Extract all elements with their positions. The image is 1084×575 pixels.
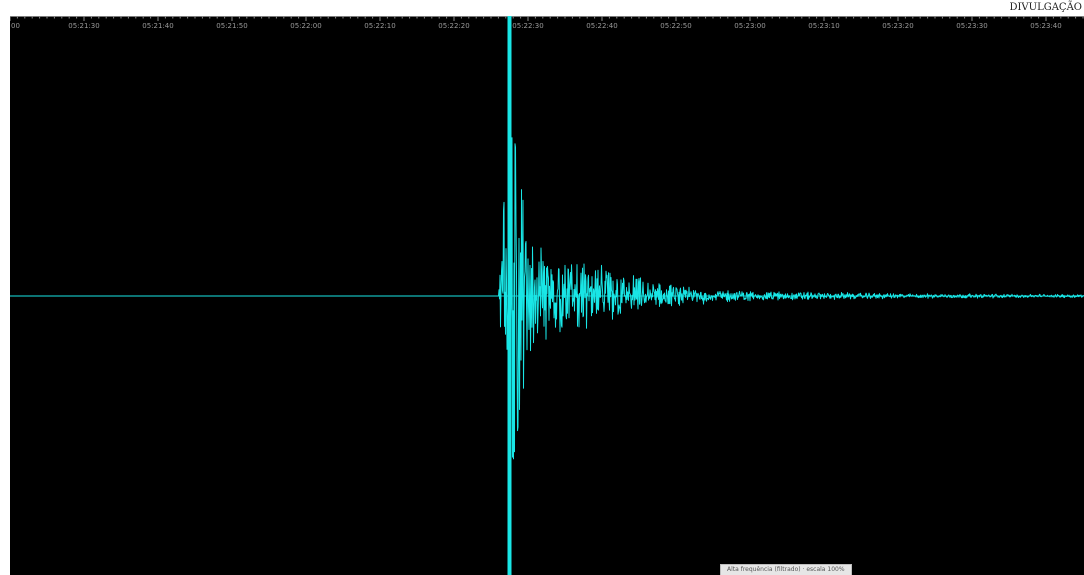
tick-label: 05:22:20 [438,22,469,30]
seismogram-plot: 00 05:21:30 05:21:40 05:21:50 05:22:00 05:22:… [10,16,1084,575]
tick-label: 05:23:00 [734,22,765,30]
tick-label: 05:23:30 [956,22,987,30]
major-ticks [10,16,1047,21]
status-bar: Alta frequência (filtrado) · escala 100% [720,564,852,575]
tick-label: 05:22:10 [364,22,395,30]
tick-label: 05:23:40 [1030,22,1061,30]
waveform-trace [10,137,1084,460]
tick-label: 05:22:00 [290,22,321,30]
tick-label: 05:23:10 [808,22,839,30]
tick-label: 05:23:20 [882,22,913,30]
photo-credit: DIVULGAÇÃO [1009,2,1082,13]
tick-label: 05:21:30 [68,22,99,30]
tick-label: 05:22:30 [512,22,543,30]
tick-label: 05:21:50 [216,22,247,30]
tick-label: 05:22:50 [660,22,691,30]
minor-ticks [16,16,1084,19]
tick-label: 05:21:40 [142,22,173,30]
tick-labels: 00 05:21:30 05:21:40 05:21:50 05:22:00 05:22:… [11,22,1062,30]
tick-label: 05:22:40 [586,22,617,30]
tick-label: 00 [11,22,20,30]
seismogram-chart: 00 05:21:30 05:21:40 05:21:50 05:22:00 05:22:… [10,16,1084,575]
